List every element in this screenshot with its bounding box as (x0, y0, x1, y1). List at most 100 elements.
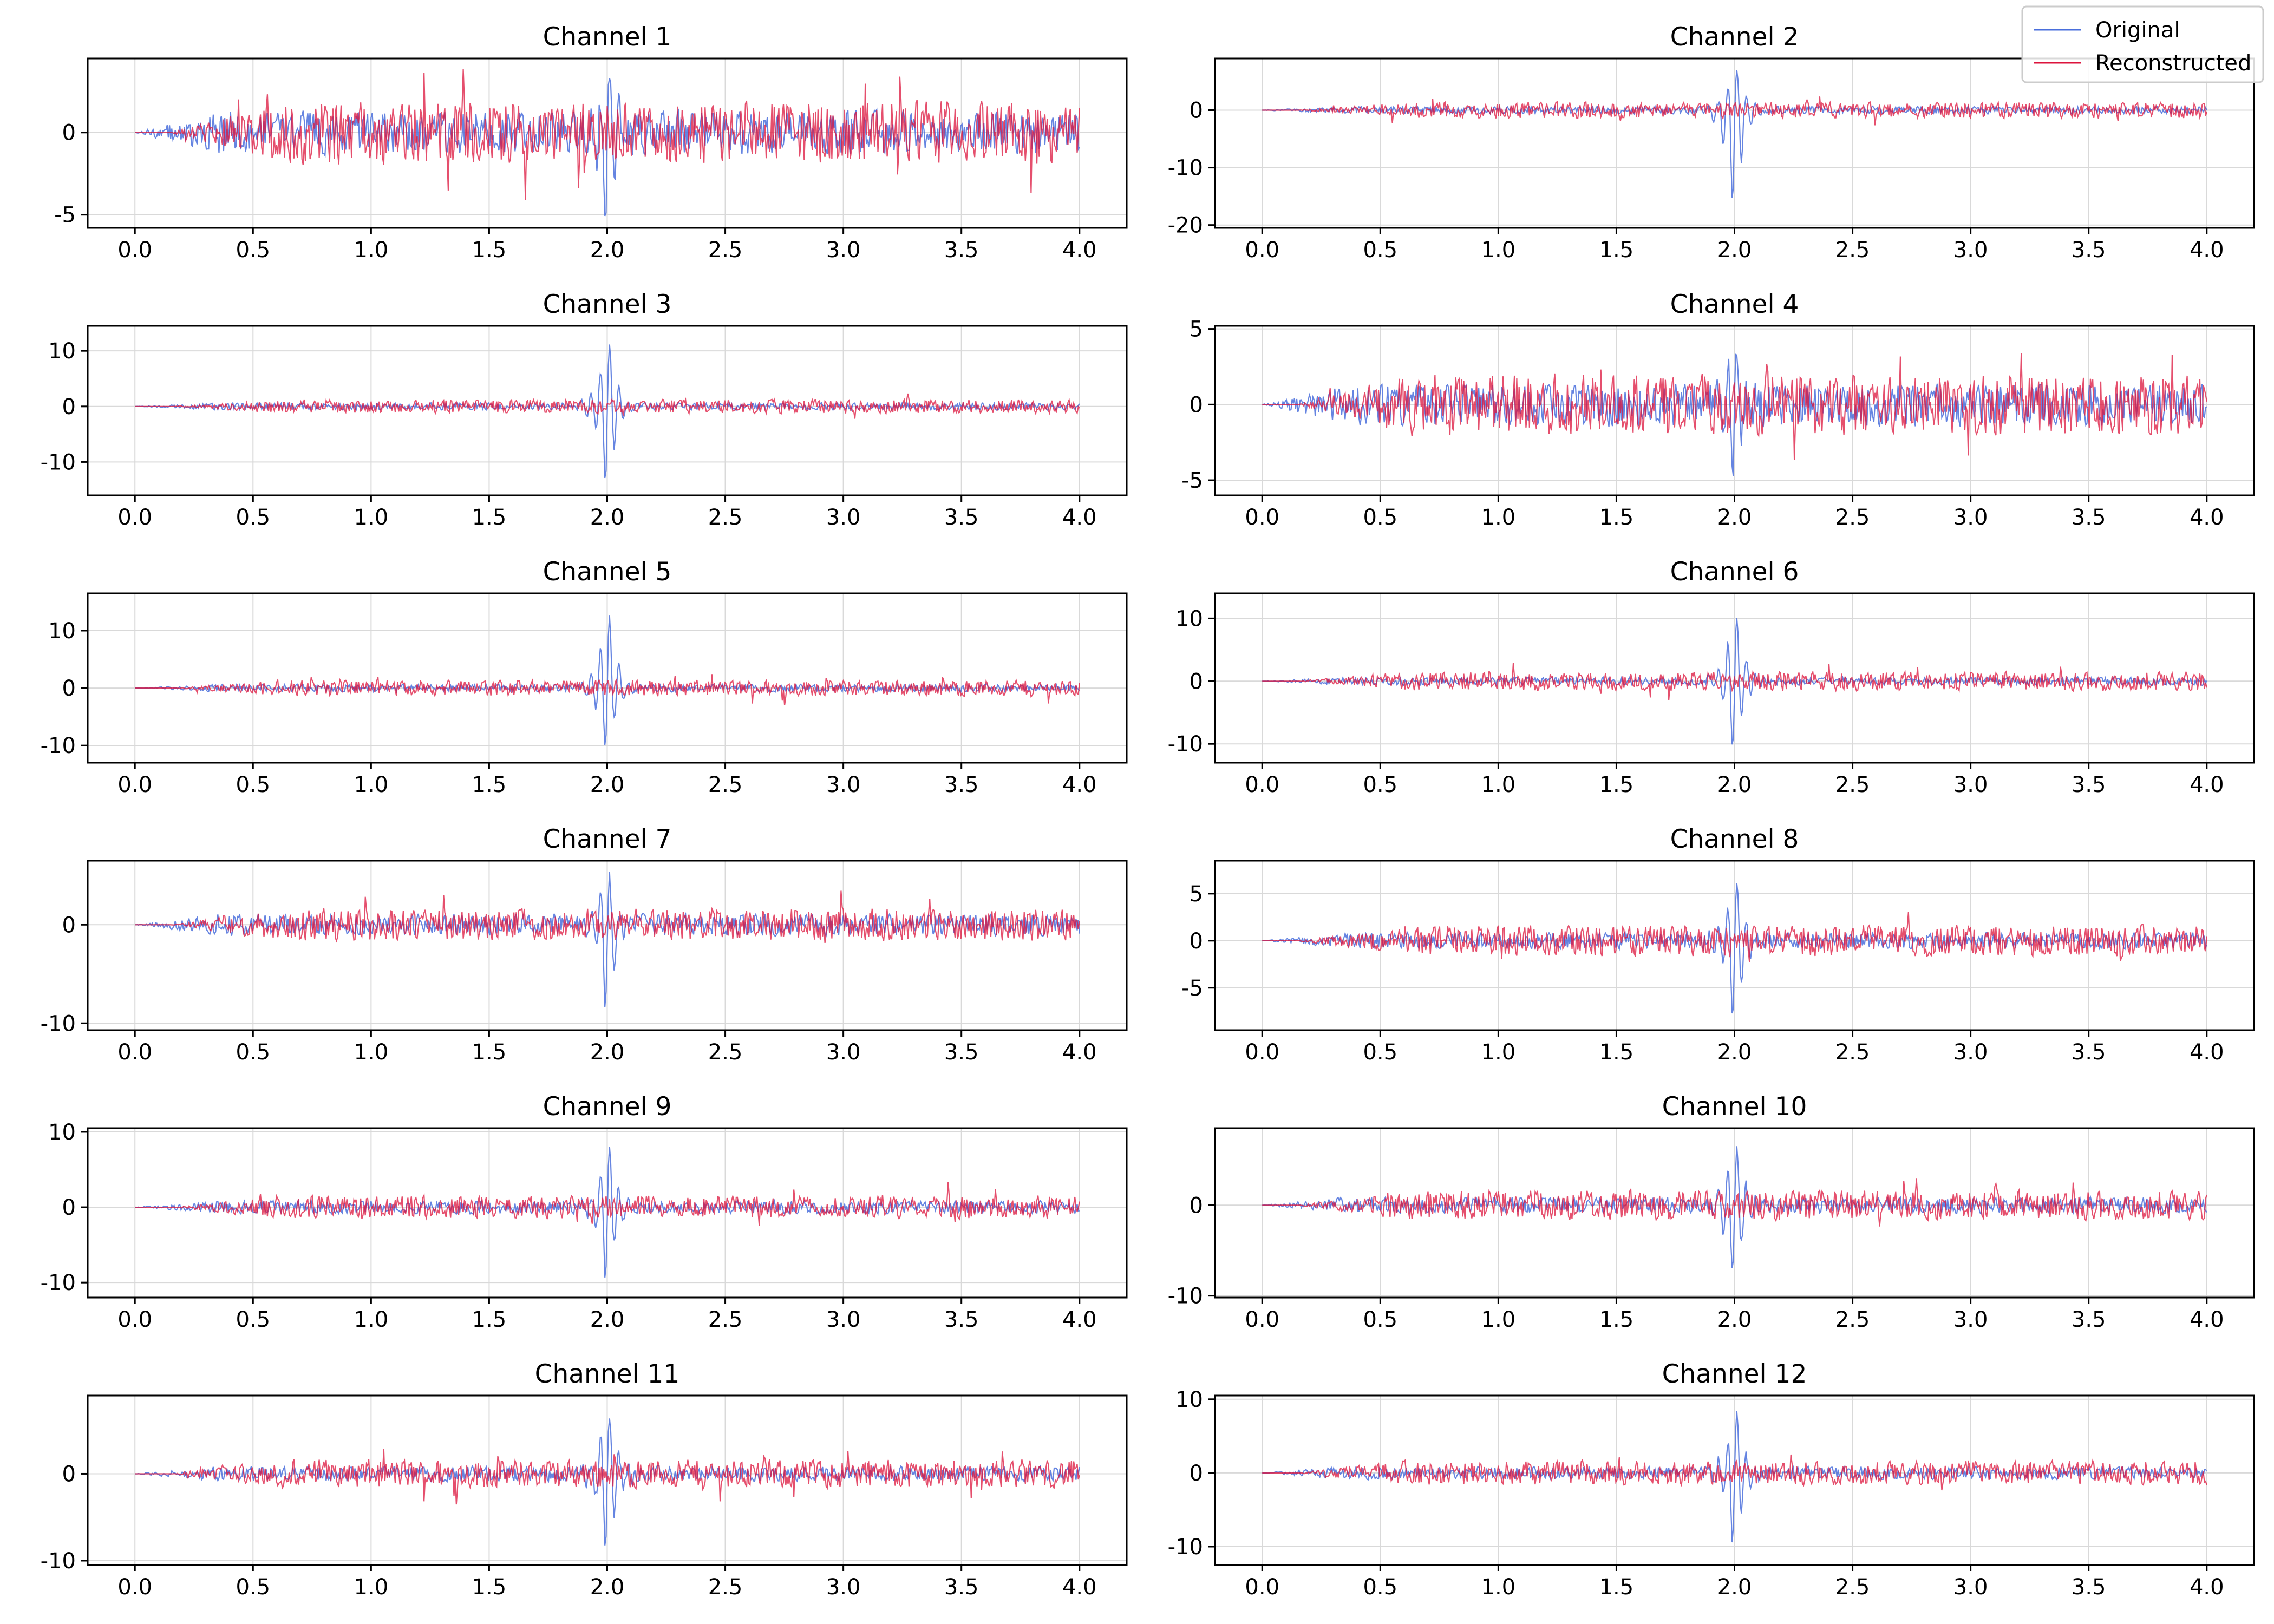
channel-title: Channel 6 (1670, 557, 1799, 587)
reconstructed-series-line (135, 393, 1080, 419)
channel-title: Channel 4 (1670, 290, 1799, 319)
reconstructed-series-line (135, 890, 1080, 944)
y-tick-label: 0 (1190, 929, 1203, 954)
original-series-line (135, 78, 1080, 217)
x-tick-label: 1.0 (354, 1575, 389, 1600)
x-tick-label: 1.5 (1599, 1307, 1634, 1332)
reconstructed-series-line (135, 674, 1080, 705)
x-tick-label: 2.0 (590, 505, 625, 530)
x-tick-label: 1.0 (354, 772, 389, 797)
reconstructed-series-line (1262, 1454, 2207, 1491)
x-tick-label: 3.5 (944, 505, 979, 530)
x-tick-label: 4.0 (2190, 772, 2224, 797)
x-tick-label: 2.5 (1835, 1307, 1870, 1332)
y-tick-label: 0 (1190, 1193, 1203, 1218)
channel-panel: 0.0 0.5 1.0 1.5 2.0 2.5 3.0 3.5 4.0 -10 0 10 Channel… (41, 1092, 1128, 1332)
x-tick-label: 4.0 (1062, 772, 1097, 797)
channel-panel: 0.0 0.5 1.0 1.5 2.0 2.5 3.0 3.5 4.0 -10 0 10 Channel… (1168, 1359, 2255, 1600)
y-tick-label: 10 (48, 339, 76, 364)
x-tick-label: 2.0 (590, 1040, 625, 1065)
x-tick-label: 4.0 (1062, 1040, 1097, 1065)
y-tick-label: 0 (1190, 669, 1203, 694)
x-tick-label: 2.0 (1717, 505, 1752, 530)
x-tick-label: 2.0 (1717, 772, 1752, 797)
y-tick-label: 0 (62, 121, 76, 146)
x-tick-label: 4.0 (1062, 505, 1097, 530)
x-tick-label: 1.0 (1481, 1040, 1516, 1065)
x-tick-label: 1.5 (472, 505, 507, 530)
x-tick-label: 2.5 (1835, 238, 1870, 263)
x-tick-label: 3.0 (826, 1307, 861, 1332)
channel-title: Channel 1 (543, 22, 672, 52)
x-tick-label: 1.5 (1599, 505, 1634, 530)
x-tick-label: 0.0 (117, 238, 152, 263)
x-tick-label: 0.0 (1245, 1307, 1279, 1332)
x-tick-label: 3.5 (944, 238, 979, 263)
legend-label: Reconstructed (2095, 51, 2251, 76)
x-tick-label: 2.0 (590, 238, 625, 263)
x-tick-label: 3.0 (1953, 1575, 1988, 1600)
x-tick-label: 3.0 (1953, 1307, 1988, 1332)
x-tick-label: 0.5 (1363, 772, 1397, 797)
x-tick-label: 3.5 (2072, 1307, 2106, 1332)
x-tick-label: 2.5 (1835, 505, 1870, 530)
y-tick-label: -20 (1168, 213, 1203, 238)
legend-box (2021, 5, 2264, 83)
x-tick-label: 3.5 (944, 772, 979, 797)
x-tick-label: 3.0 (826, 772, 861, 797)
channel-title: Channel 12 (1662, 1359, 1807, 1389)
legend: Original Reconstructed (2021, 5, 2264, 83)
x-tick-label: 4.0 (2190, 238, 2224, 263)
x-tick-label: 0.5 (1363, 238, 1397, 263)
x-tick-label: 2.0 (1717, 1040, 1752, 1065)
x-tick-label: 0.0 (1245, 238, 1279, 263)
x-tick-label: 0.5 (236, 1307, 270, 1332)
y-tick-label: -5 (54, 203, 76, 228)
x-tick-label: 2.0 (590, 1307, 625, 1332)
x-tick-label: 1.5 (472, 1307, 507, 1332)
x-tick-label: 1.0 (354, 505, 389, 530)
x-tick-label: 4.0 (1062, 1307, 1097, 1332)
x-tick-label: 2.5 (708, 505, 743, 530)
x-tick-label: 4.0 (2190, 505, 2224, 530)
x-tick-label: 1.5 (472, 238, 507, 263)
channel-panel: 0.0 0.5 1.0 1.5 2.0 2.5 3.0 3.5 4.0 -10 0 10 Channel… (41, 290, 1128, 530)
x-tick-label: 3.0 (826, 1575, 861, 1600)
x-tick-label: 2.0 (1717, 1575, 1752, 1600)
y-tick-label: 0 (1190, 392, 1203, 417)
y-tick-label: -10 (41, 1011, 76, 1036)
channel-panel: 0.0 0.5 1.0 1.5 2.0 2.5 3.0 3.5 4.0 -10 0 10 Channel… (1168, 557, 2255, 797)
channel-title: Channel 2 (1670, 22, 1799, 52)
y-tick-label: 5 (1190, 882, 1203, 907)
y-tick-label: 0 (62, 1462, 76, 1487)
channel-title: Channel 8 (1670, 824, 1799, 854)
x-tick-label: 0.5 (236, 1040, 270, 1065)
y-tick-label: -10 (1168, 732, 1203, 757)
x-tick-label: 3.0 (1953, 772, 1988, 797)
x-tick-label: 1.5 (472, 1575, 507, 1600)
y-tick-label: -10 (1168, 1535, 1203, 1560)
y-tick-label: 0 (1190, 1461, 1203, 1486)
x-tick-label: 2.5 (708, 1575, 743, 1600)
channel-panel: 0.0 0.5 1.0 1.5 2.0 2.5 3.0 3.5 4.0 -20 -10 0 Channe… (1168, 22, 2255, 263)
y-tick-label: 5 (1190, 317, 1203, 342)
x-tick-label: 3.5 (2072, 772, 2106, 797)
channel-panel: 0.0 0.5 1.0 1.5 2.0 2.5 3.0 3.5 4.0 -10 0 Channel 1… (1168, 1092, 2255, 1332)
y-tick-label: 10 (1175, 1387, 1203, 1412)
y-tick-label: 10 (1175, 606, 1203, 631)
x-tick-label: 3.0 (826, 238, 861, 263)
y-tick-label: -5 (1181, 468, 1203, 493)
x-tick-label: 0.5 (236, 238, 270, 263)
x-tick-label: 3.0 (826, 505, 861, 530)
channel-title: Channel 10 (1662, 1092, 1807, 1122)
x-tick-label: 0.5 (1363, 1307, 1397, 1332)
y-tick-label: -10 (1168, 1284, 1203, 1309)
channel-title: Channel 11 (535, 1359, 680, 1389)
x-tick-label: 1.0 (1481, 772, 1516, 797)
x-tick-label: 2.5 (1835, 772, 1870, 797)
x-tick-label: 3.0 (1953, 238, 1988, 263)
x-tick-label: 3.5 (944, 1307, 979, 1332)
channel-title: Channel 9 (543, 1092, 672, 1122)
channel-panel: 0.0 0.5 1.0 1.5 2.0 2.5 3.0 3.5 4.0 -5 0 5 Channel 8 (1181, 824, 2255, 1065)
